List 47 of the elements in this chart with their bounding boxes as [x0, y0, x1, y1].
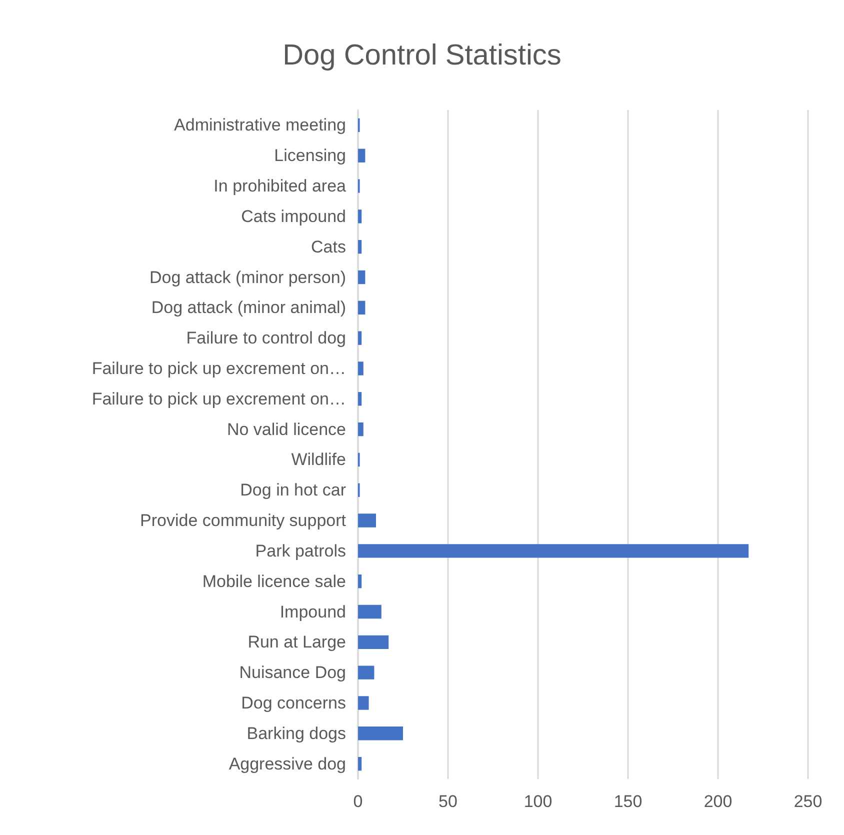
y-tick-label: Licensing: [274, 146, 346, 166]
bar: [358, 270, 366, 284]
y-tick-label: Failure to pick up excrement on…: [92, 358, 346, 378]
y-tick-label: Park patrols: [255, 541, 346, 560]
y-tick-label: Failure to pick up excrement on…: [92, 389, 346, 408]
bar: [358, 514, 376, 528]
y-tick-label: Failure to control dog: [186, 328, 346, 348]
bar: [358, 544, 749, 558]
y-tick-label: Administrative meeting: [174, 116, 346, 135]
y-tick-label: In prohibited area: [214, 176, 347, 196]
bar: [358, 635, 389, 649]
y-tick-label: Dog attack (minor person): [149, 268, 346, 287]
bar: [358, 666, 374, 680]
y-tick-label: Aggressive dog: [228, 754, 346, 774]
y-tick-label: Cats: [311, 237, 346, 256]
bar: [358, 574, 362, 588]
x-tick-label: 200: [704, 792, 732, 811]
bar: [358, 362, 364, 376]
y-tick-label: Dog in hot car: [240, 480, 346, 500]
bar: [358, 392, 362, 406]
bar: [358, 300, 366, 314]
bar: [358, 148, 366, 162]
bar: [358, 696, 369, 710]
y-tick-label: Dog concerns: [241, 693, 346, 712]
y-tick-label: Dog attack (minor animal): [151, 298, 346, 318]
y-tick-label: Nuisance Dog: [239, 663, 346, 682]
x-tick-label: 150: [614, 792, 642, 811]
bar: [358, 210, 362, 224]
bar: [358, 240, 362, 254]
y-tick-label: Provide community support: [140, 511, 346, 530]
y-tick-label: Mobile licence sale: [202, 572, 346, 591]
y-tick-label: Wildlife: [291, 450, 346, 470]
bar: [358, 422, 364, 436]
x-tick-label: 100: [524, 792, 552, 811]
x-tick-label: 250: [794, 792, 822, 811]
bar: [358, 331, 362, 345]
bar: [358, 604, 382, 619]
y-tick-label: Run at Large: [248, 632, 346, 652]
chart-title: Dog Control Statistics: [282, 40, 562, 72]
y-tick-label: No valid licence: [226, 420, 346, 439]
x-tick-label: 50: [438, 792, 458, 811]
y-tick-label: Cats impound: [241, 206, 346, 226]
x-tick-label: 0: [353, 792, 363, 811]
bar: [358, 726, 403, 740]
bar: [358, 756, 362, 771]
y-tick-label: Barking dogs: [246, 724, 346, 743]
y-tick-label: Impound: [280, 602, 346, 622]
